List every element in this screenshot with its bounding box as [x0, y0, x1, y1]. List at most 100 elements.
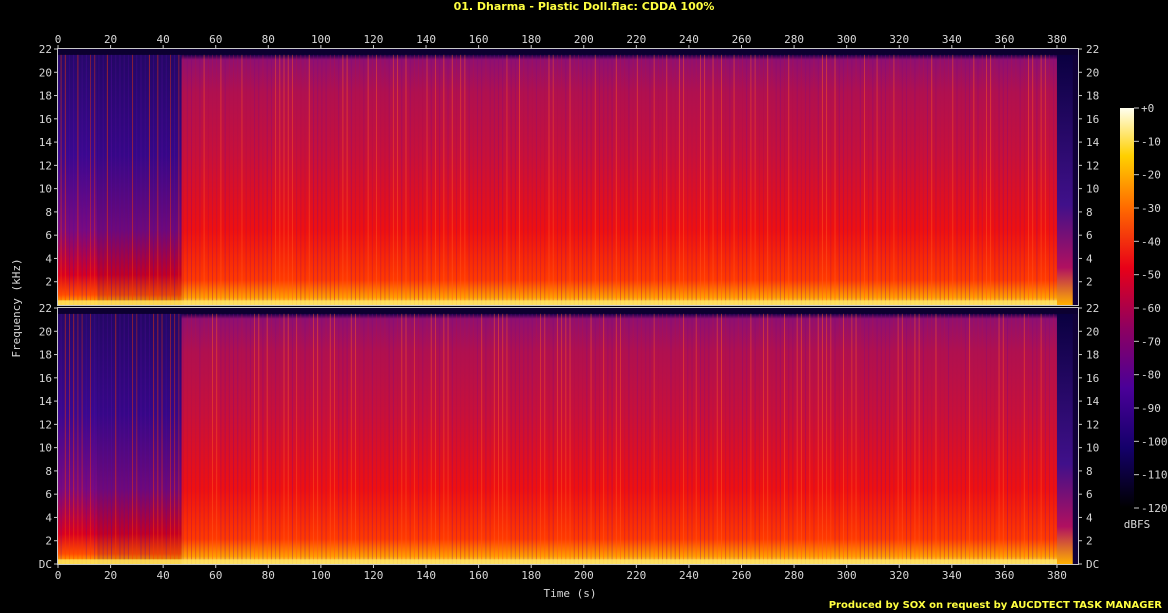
spectral-bar — [224, 54, 226, 306]
spectral-bar — [376, 54, 377, 306]
spectral-bar — [990, 313, 992, 564]
y-tick-label: 12 — [1086, 159, 1099, 172]
y-tick-label: 18 — [39, 349, 52, 362]
spectral-bar — [1032, 54, 1034, 306]
spectral-bar — [169, 54, 171, 306]
spectral-bar — [249, 54, 251, 306]
spectral-bar — [611, 54, 613, 306]
spectral-bar — [901, 313, 903, 564]
spectral-bar — [132, 313, 134, 564]
x-tick-label: 220 — [626, 569, 646, 582]
y-tick-label: 4 — [45, 511, 52, 524]
spectral-bar — [910, 313, 912, 564]
spectral-bar — [981, 313, 983, 564]
spectral-bar — [203, 313, 205, 564]
x-tick-label: 40 — [157, 569, 170, 582]
spectral-bar — [885, 54, 886, 306]
spectral-bar — [304, 313, 306, 564]
spectral-bar — [115, 313, 117, 564]
y-tick-label: 8 — [45, 465, 52, 478]
x-tick-label: 140 — [416, 33, 436, 46]
spectral-bar — [796, 313, 798, 564]
spectral-bar — [1002, 313, 1004, 564]
spectral-bar — [90, 54, 91, 306]
spectral-bar — [535, 54, 537, 306]
spectral-bar — [800, 313, 802, 564]
spectral-bar — [973, 54, 975, 306]
x-tick-label: 380 — [1047, 569, 1067, 582]
spectral-bar — [329, 313, 331, 564]
spectral-bar — [821, 313, 823, 564]
spectral-bar — [725, 313, 727, 564]
spectral-bar — [523, 313, 525, 564]
spectral-bar — [380, 54, 382, 306]
spectral-bar — [460, 54, 462, 306]
spectral-bar — [603, 54, 605, 306]
spectral-bar — [359, 313, 361, 564]
cutoff-band — [58, 49, 1078, 55]
spectral-bar — [216, 313, 218, 564]
colorbar-unit-label: dBFS — [1124, 518, 1151, 531]
spectral-bar — [847, 313, 849, 564]
spectral-bar — [203, 54, 205, 306]
footer-credit: Produced by SOX on request by AUCDTECT T… — [828, 600, 1162, 611]
spectral-bar — [291, 54, 293, 306]
spectral-bar — [111, 54, 113, 306]
spectral-bar — [792, 313, 794, 564]
spectral-bar — [401, 54, 403, 306]
y-tick-label: 14 — [39, 136, 53, 149]
spectral-bar — [485, 54, 487, 306]
spectral-bar — [405, 54, 407, 306]
spectral-bar — [918, 313, 920, 564]
spectral-bar — [834, 313, 836, 564]
spectral-bar — [359, 54, 361, 306]
y-tick-label: 14 — [39, 395, 53, 408]
spectral-bar — [245, 54, 247, 306]
spectral-bar — [594, 54, 596, 306]
spectral-bar — [805, 54, 807, 306]
spectral-bar — [935, 54, 937, 306]
spectral-bar — [556, 54, 558, 306]
spectral-bar — [228, 313, 230, 564]
x-tick-label: 340 — [942, 569, 962, 582]
spectral-bar — [254, 54, 256, 306]
spectral-bar — [275, 313, 277, 564]
spectral-bar — [729, 54, 731, 306]
spectral-bar — [876, 313, 878, 564]
spectral-bar — [456, 54, 457, 306]
spectral-bar — [889, 313, 891, 564]
spectral-bar — [304, 54, 306, 306]
spectral-bar — [186, 54, 188, 306]
spectral-bar — [228, 54, 230, 306]
spectral-bar — [527, 54, 529, 306]
spectral-bar — [85, 54, 87, 306]
y-tick-label: 6 — [45, 488, 52, 501]
spectral-bar — [556, 313, 558, 564]
x-tick-label: 140 — [416, 569, 436, 582]
spectral-bar — [956, 54, 958, 306]
colorbar — [1120, 108, 1134, 508]
x-axis-label: Time (s) — [544, 587, 597, 600]
y-tick-label: 8 — [45, 206, 52, 219]
spectral-bar — [439, 54, 441, 306]
spectral-bar — [712, 313, 714, 564]
spectral-bar — [119, 313, 121, 564]
spectral-bar — [60, 313, 62, 564]
spectral-bar — [994, 54, 996, 306]
spectral-bar — [721, 54, 722, 306]
spectral-bar — [758, 54, 760, 306]
y-tick-label: 4 — [1086, 511, 1093, 524]
spectral-bar — [81, 54, 83, 306]
x-tick-label: 320 — [889, 569, 909, 582]
spectral-bar — [784, 313, 785, 564]
chart-title: 01. Dharma - Plastic Doll.flac: CDDA 100… — [453, 0, 715, 13]
spectral-bar — [191, 54, 192, 306]
x-tick-label: 240 — [679, 33, 699, 46]
spectral-bar — [77, 313, 79, 564]
spectral-bar — [624, 313, 626, 564]
spectral-bar — [127, 313, 129, 564]
fade-region — [1056, 313, 1073, 564]
spectral-bar — [409, 313, 411, 564]
spectral-bar — [233, 313, 234, 564]
